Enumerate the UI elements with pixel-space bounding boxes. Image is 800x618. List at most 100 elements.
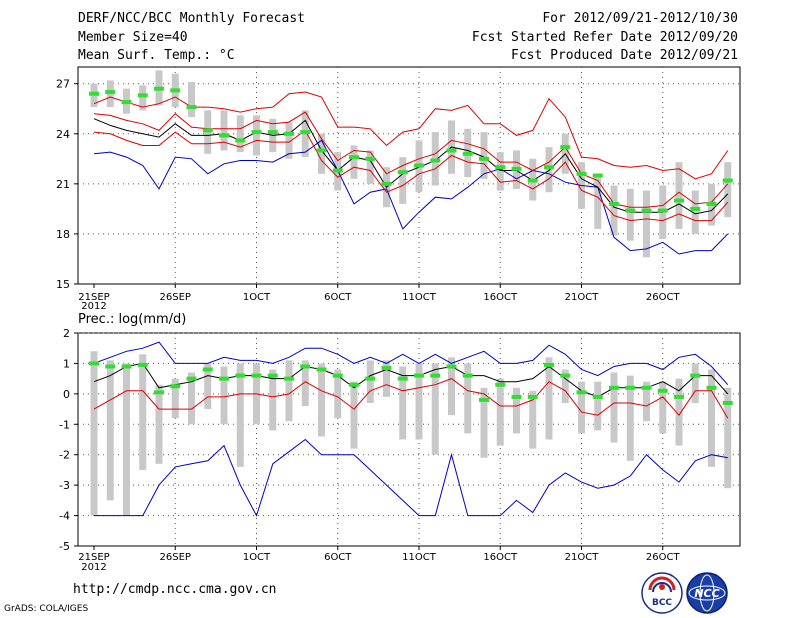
obs-marker [430, 158, 441, 163]
x-tick-label: 1OCT [243, 292, 271, 303]
ensemble-box [188, 82, 195, 118]
fcst-produced-date: Fcst Produced Date 2012/09/21 [511, 48, 738, 63]
obs-marker [89, 91, 99, 96]
obs-marker [332, 168, 343, 173]
ensemble-box [545, 147, 553, 193]
ncc-logo-icon: NCC [686, 572, 728, 614]
obs-marker [446, 364, 457, 369]
obs-marker [202, 128, 213, 133]
obs-marker [365, 376, 376, 381]
obs-marker [349, 382, 359, 387]
ensemble-box [139, 354, 147, 470]
obs-marker [300, 364, 311, 369]
obs-marker [137, 362, 148, 367]
ensemble-box [610, 372, 618, 443]
chart-panel-temperature: 15 18 21 24 27 21SEP 26SEP 1OCT 6OCT 11OCT 16OCT 21… [56, 66, 741, 312]
obs-marker [154, 390, 164, 395]
series-line-q75 [93, 111, 729, 208]
obs-marker [284, 131, 294, 136]
obs-marker [544, 362, 554, 367]
x-tick-label: 26OCT [646, 552, 681, 563]
obs-marker [105, 90, 116, 95]
x-tick-label: 16OCT [483, 552, 518, 563]
obs-marker [690, 373, 701, 378]
ensemble-box [236, 363, 244, 467]
ensemble-box [171, 378, 179, 419]
ensemble-box [366, 360, 374, 403]
ensemble-box [155, 384, 163, 464]
plot-frame [77, 66, 741, 285]
obs-marker [202, 367, 213, 372]
ensemble-box [626, 375, 634, 461]
obs-marker [414, 163, 424, 168]
ensemble-box [399, 157, 407, 204]
obs-marker [365, 156, 376, 161]
obs-marker [657, 388, 668, 393]
precip-panel-title: Prec.: log(mm/d) [78, 312, 186, 327]
y-tick-label: -5 [59, 540, 70, 553]
obs-marker [690, 206, 701, 211]
obs-marker [267, 373, 278, 378]
ensemble-box [643, 190, 650, 258]
x-tick-label: 6OCT [324, 552, 352, 563]
obs-marker [527, 178, 538, 183]
obs-marker [674, 198, 684, 203]
ensemble-box [90, 351, 98, 516]
obs-marker [414, 373, 424, 378]
y-tick-label: 0 [63, 388, 70, 401]
ncc-logo-text: NCC [694, 587, 719, 600]
y-tick-label: -4 [59, 510, 70, 523]
ensemble-box [383, 360, 390, 397]
ensemble-box [415, 363, 423, 440]
obs-marker [592, 394, 603, 399]
x-tick-label: 26SEP [160, 292, 191, 303]
obs-marker [446, 148, 457, 153]
y-tick-label: 27 [56, 78, 70, 91]
obs-marker [121, 100, 132, 105]
obs-marker [592, 173, 603, 178]
obs-marker [462, 151, 473, 156]
ensemble-box [708, 369, 715, 467]
obs-marker [722, 400, 733, 405]
obs-marker [430, 373, 441, 378]
ensemble-box [399, 366, 407, 440]
ensemble-box [204, 363, 212, 410]
chart-panel-precipitation: -5 -4 -3 -2 -1 0 1 2 21SEP 26SEP 1OCT 6OCT 11OCT 16OC… [59, 312, 741, 573]
ensemble-box [545, 357, 553, 440]
obs-marker [479, 397, 489, 402]
obs-marker [560, 373, 571, 378]
y-tick-label: 2 [63, 327, 70, 340]
obs-marker [722, 178, 733, 183]
x-tick-label: 26SEP [160, 552, 191, 563]
y-tick-label: -1 [59, 418, 70, 431]
obs-marker [381, 181, 392, 186]
ensemble-box [301, 360, 309, 407]
ensemble-box [691, 363, 699, 403]
source-url[interactable]: http://cmdp.ncc.cma.gov.cn [73, 582, 277, 597]
ensemble-box [675, 378, 683, 446]
ensemble-box [236, 115, 244, 153]
obs-marker [511, 394, 522, 399]
ensemble-box [106, 360, 114, 501]
ensemble-box [675, 162, 683, 229]
obs-marker [235, 138, 246, 143]
bcc-logo-icon: BCC [641, 572, 683, 614]
obs-marker [316, 148, 327, 153]
obs-marker [495, 382, 506, 387]
ensemble-box [594, 381, 602, 431]
ensemble-box [659, 381, 667, 434]
obs-marker [560, 145, 571, 150]
ensemble-box [350, 145, 358, 179]
obs-marker [527, 394, 538, 399]
obs-marker [381, 365, 392, 370]
ensemble-box [496, 152, 504, 191]
obs-marker [641, 208, 652, 213]
ensemble-box [220, 366, 228, 425]
obs-marker [235, 373, 246, 378]
y-tick-label: 18 [56, 228, 70, 241]
series-line-max [93, 341, 729, 386]
ensemble-box [561, 369, 569, 403]
y-tick-label: 1 [63, 357, 70, 370]
ensemble-box [691, 190, 699, 234]
